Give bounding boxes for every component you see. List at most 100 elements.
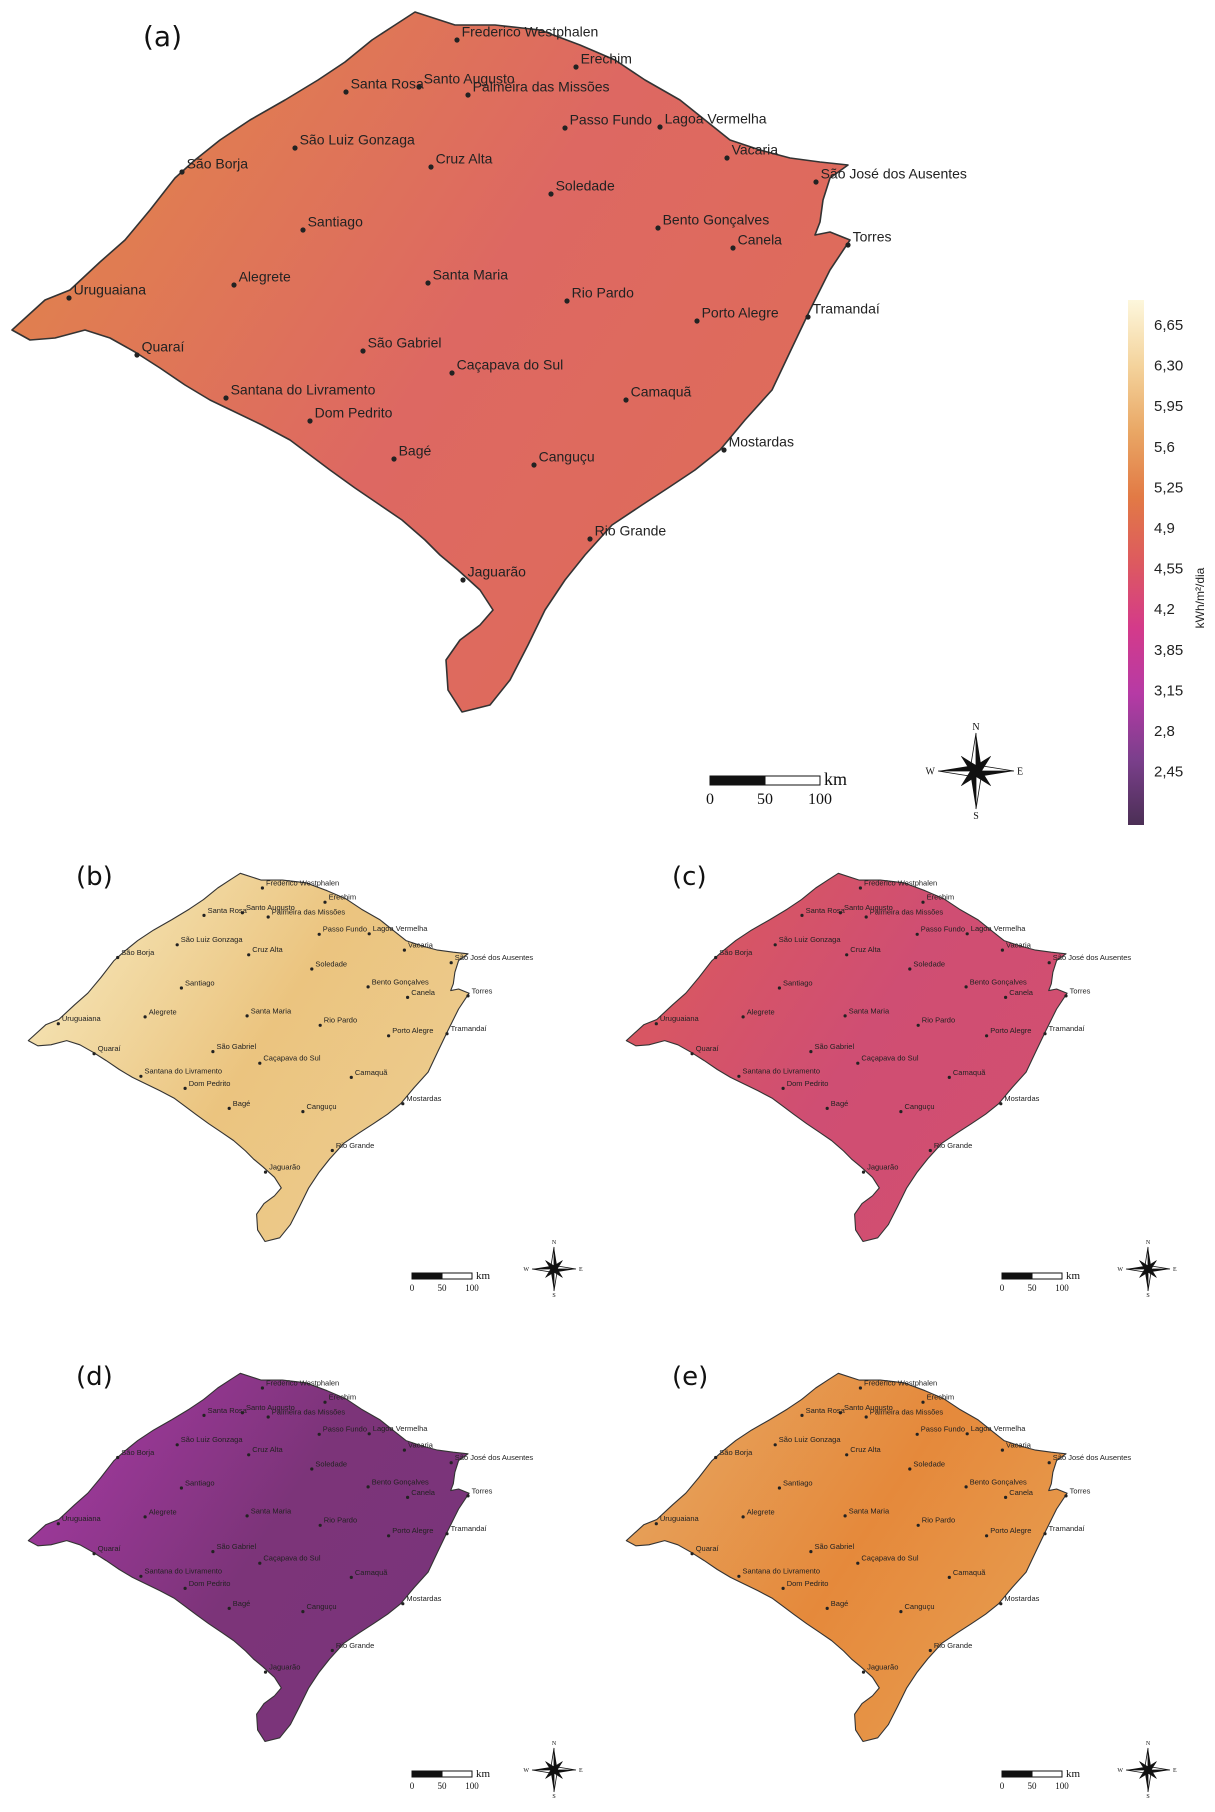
city-marker [179, 169, 185, 175]
city-label: Torres [853, 228, 892, 244]
city-marker [92, 1052, 96, 1056]
city-marker [781, 1586, 785, 1590]
city-label: Uruguaiana [62, 1014, 102, 1023]
compass-letter: S [1146, 1293, 1149, 1299]
city-label: Bagé [233, 1599, 251, 1608]
city-label: Rio Grande [336, 1141, 374, 1150]
city-marker [402, 1448, 406, 1452]
city-marker [240, 911, 244, 915]
city-label: Frederico Westphalen [864, 878, 937, 887]
city-marker [330, 1648, 334, 1653]
city-marker [401, 1102, 405, 1106]
city-marker [1047, 961, 1051, 965]
city-marker [864, 1415, 868, 1419]
city-marker [179, 1486, 183, 1490]
city-label: Alegrete [149, 1507, 177, 1516]
city-marker [773, 1443, 777, 1447]
city-marker [202, 1413, 206, 1417]
city-marker [258, 1061, 262, 1065]
state-region [625, 872, 1068, 1243]
city-marker [449, 370, 455, 376]
state-region [27, 872, 470, 1243]
city-marker [825, 1606, 829, 1610]
city-marker [449, 1461, 453, 1465]
city-marker [1064, 994, 1068, 998]
city-marker [445, 1532, 449, 1536]
city-label: Lagoa Vermelha [373, 1424, 428, 1433]
city-label: Camaquã [631, 383, 692, 399]
city-marker [360, 348, 366, 354]
city-label: Dom Pedrito [787, 1579, 829, 1588]
city-label: Rio Grande [934, 1141, 972, 1150]
city-marker [845, 953, 849, 957]
city-marker [367, 932, 371, 936]
city-marker [714, 1455, 718, 1460]
city-marker [310, 967, 314, 971]
city-marker [387, 1034, 391, 1038]
city-label: Soledade [315, 1459, 347, 1468]
city-label: São Luiz Gonzaga [779, 935, 842, 944]
city-label: Canela [1009, 988, 1034, 997]
legend-tick-label: 4,2 [1154, 601, 1175, 618]
city-label: Torres [1070, 986, 1091, 995]
city-label: Cruz Alta [850, 1445, 881, 1454]
legend-tick-label: 4,55 [1154, 561, 1183, 578]
city-marker [260, 1386, 264, 1390]
city-marker [781, 1086, 785, 1090]
city-marker [813, 179, 819, 185]
city-label: Santo Augusto [246, 903, 295, 912]
city-marker [465, 92, 471, 98]
compass-letter: N [1146, 1741, 1151, 1747]
scale-bar-tick: 0 [1000, 1781, 1005, 1791]
city-marker [690, 1552, 694, 1556]
city-marker [211, 1050, 215, 1054]
city-label: Bento Gonçalves [970, 1477, 1027, 1486]
city-marker [330, 1148, 334, 1153]
city-marker [864, 915, 868, 919]
city-label: Caçapava do Sul [263, 1554, 320, 1563]
city-marker [657, 124, 663, 130]
city-marker [56, 1522, 60, 1526]
city-label: Quaraí [696, 1544, 720, 1553]
city-label: Santiago [185, 1478, 215, 1487]
city-label: Santa Rosa [806, 1406, 846, 1415]
city-label: Erechim [581, 50, 632, 66]
compass-letter: W [523, 1768, 529, 1774]
city-marker [223, 395, 229, 401]
city-marker [655, 225, 661, 231]
city-label: Canguçu [307, 1602, 337, 1611]
scale-bar-tick: 50 [438, 1283, 448, 1293]
compass-letter: N [1146, 1240, 1151, 1246]
city-label: Vacaria [408, 941, 434, 950]
scale-bar-white-segment [1031, 1770, 1063, 1778]
city-label: São Borja [121, 948, 155, 957]
city-label: São José dos Ausentes [455, 1453, 534, 1462]
scale-bar-tick: 0 [706, 791, 714, 808]
city-marker [428, 164, 434, 170]
city-marker [391, 456, 397, 462]
city-label: Porto Alegre [990, 1026, 1031, 1035]
city-marker [562, 125, 568, 131]
city-label: Soledade [913, 1459, 945, 1468]
city-marker [266, 915, 270, 919]
legend-tick-label: 2,45 [1154, 764, 1183, 781]
city-marker [856, 1061, 860, 1065]
city-label: São José dos Ausentes [821, 165, 967, 181]
city-label: Torres [1070, 1486, 1091, 1495]
city-marker [258, 1561, 262, 1565]
city-marker [861, 1170, 866, 1174]
city-marker [366, 985, 370, 989]
city-marker [449, 961, 453, 965]
city-label: Mostardas [406, 1594, 441, 1603]
city-label: Canela [1009, 1488, 1034, 1497]
legend-tick-label: 6,65 [1154, 317, 1183, 334]
scale-bar-tick: 50 [1028, 1781, 1038, 1791]
city-marker [349, 1575, 353, 1579]
legend-tick-label: 6,30 [1154, 358, 1183, 375]
city-label: Mostardas [1004, 1094, 1039, 1103]
scale-bar-white-segment [764, 775, 821, 786]
city-marker [406, 995, 410, 999]
city-marker [301, 1610, 305, 1614]
city-marker [564, 298, 570, 304]
city-label: São Luiz Gonzaga [779, 1435, 842, 1444]
